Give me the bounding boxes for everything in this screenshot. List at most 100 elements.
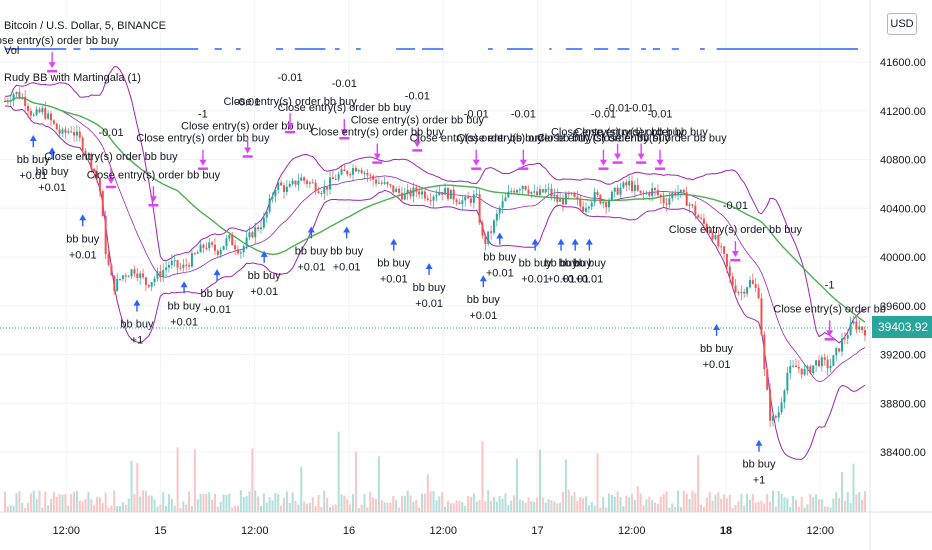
volume-bar [110, 505, 113, 512]
exit-label: -0.01 [605, 103, 630, 115]
candle-body [631, 181, 634, 192]
candle-body [64, 129, 67, 133]
candle-body [501, 201, 504, 208]
volume-bar [455, 500, 458, 512]
volume-bar [835, 492, 838, 512]
candle-body [458, 202, 461, 205]
volume-bar [288, 502, 291, 512]
candle-body [677, 191, 680, 195]
volume-bar [248, 491, 251, 512]
candle-body [671, 192, 674, 199]
volume-bar [58, 494, 61, 512]
volume-bar [101, 503, 104, 512]
symbol-title[interactable]: Bitcoin / U.S. Dollar, 5, BINANCE [4, 20, 166, 32]
candle-body [277, 182, 280, 190]
volume-legend[interactable]: Vol [4, 45, 20, 57]
exit-label: Close entry(s) order bb buy [575, 127, 709, 139]
candle-body [570, 192, 573, 194]
candle-body [605, 201, 608, 208]
candle-body [165, 267, 168, 271]
volume-bar [127, 498, 130, 512]
volume-bar [815, 494, 818, 512]
volume-bar [467, 496, 470, 512]
candle-body [116, 278, 119, 291]
entry-arrow-head [531, 238, 539, 245]
entry-label: bb buy [36, 166, 70, 178]
volume-bar [15, 493, 18, 512]
candle-body [254, 227, 257, 238]
volume-bar [438, 496, 441, 512]
candle-body [196, 252, 199, 254]
candle-body [173, 260, 176, 262]
candle-body [282, 185, 285, 192]
candle-body [15, 92, 18, 95]
volume-bar [731, 507, 734, 512]
volume-bar [677, 490, 680, 512]
candle-body [300, 177, 303, 181]
volume-bar [346, 499, 349, 512]
entry-arrow-head [496, 232, 504, 239]
candle-body [435, 195, 438, 197]
candle-body [208, 242, 211, 249]
volume-bar [458, 500, 461, 512]
entry-label: bb buy [467, 294, 501, 306]
volume-bar [303, 501, 306, 512]
volume-bar [863, 491, 867, 512]
volume-bar [73, 491, 76, 512]
time-axis[interactable]: 12:00 15 12:00 16 12:00 17 12:00 18 12:00 [52, 525, 834, 537]
candle-body [682, 189, 685, 193]
volume-bar [823, 506, 826, 512]
entry-label: +0.01 [561, 274, 589, 286]
candle-body [363, 172, 366, 174]
volume-bar [297, 504, 300, 512]
candle-body [455, 199, 458, 203]
volume-bar [225, 495, 228, 512]
volume-bar [282, 497, 285, 512]
volume-bar [81, 501, 84, 512]
candle-body [797, 367, 800, 369]
volume-bar [421, 493, 424, 512]
volume-bar [616, 491, 619, 512]
volume-bar [444, 506, 447, 512]
candle-body [444, 188, 447, 195]
exit-arrow-head [199, 159, 207, 166]
volume-bar [193, 449, 196, 512]
entry-label: bb buy [545, 258, 579, 270]
currency-button[interactable]: USD [887, 13, 917, 35]
candle-body [162, 270, 165, 278]
volume-bar [720, 498, 723, 512]
exit-arrow-head [48, 62, 56, 69]
candle-body [538, 189, 541, 196]
volume-bar [590, 502, 593, 512]
volume-bar [254, 490, 257, 512]
volume-bar [205, 493, 208, 512]
volume-bar [182, 501, 185, 512]
volume-bar [748, 499, 751, 512]
volume-bar [259, 506, 262, 512]
candle-body [147, 284, 150, 287]
bollinger-bands [4, 66, 866, 460]
entry-label: +0.01 [521, 274, 549, 286]
candle-body [271, 196, 274, 199]
entry-arrow-head [390, 238, 398, 245]
candle-body [734, 285, 737, 293]
candle-body [176, 260, 179, 268]
candle-body [766, 369, 769, 390]
volume-bar [139, 496, 142, 512]
volume-bar [153, 499, 156, 512]
volume-bar [533, 501, 536, 512]
volume-bar [737, 501, 740, 512]
candle-body [610, 191, 613, 201]
price-axis[interactable]: 41600.00 41200.00 40800.00 40400.00 40000.00… [880, 57, 926, 459]
entry-arrow-head [755, 439, 763, 446]
exit-label: Close entry(s) order bb buy [457, 133, 591, 145]
candlesticks [3, 87, 867, 428]
volume-bar [84, 498, 87, 512]
candle-body [481, 222, 484, 236]
volume-bar [478, 499, 481, 512]
exit-arrow-head [149, 196, 157, 203]
volume-bar [403, 495, 406, 512]
candle-body [602, 201, 605, 204]
strategy-legend[interactable]: Rudy BB with Martingala (1) [4, 72, 141, 84]
